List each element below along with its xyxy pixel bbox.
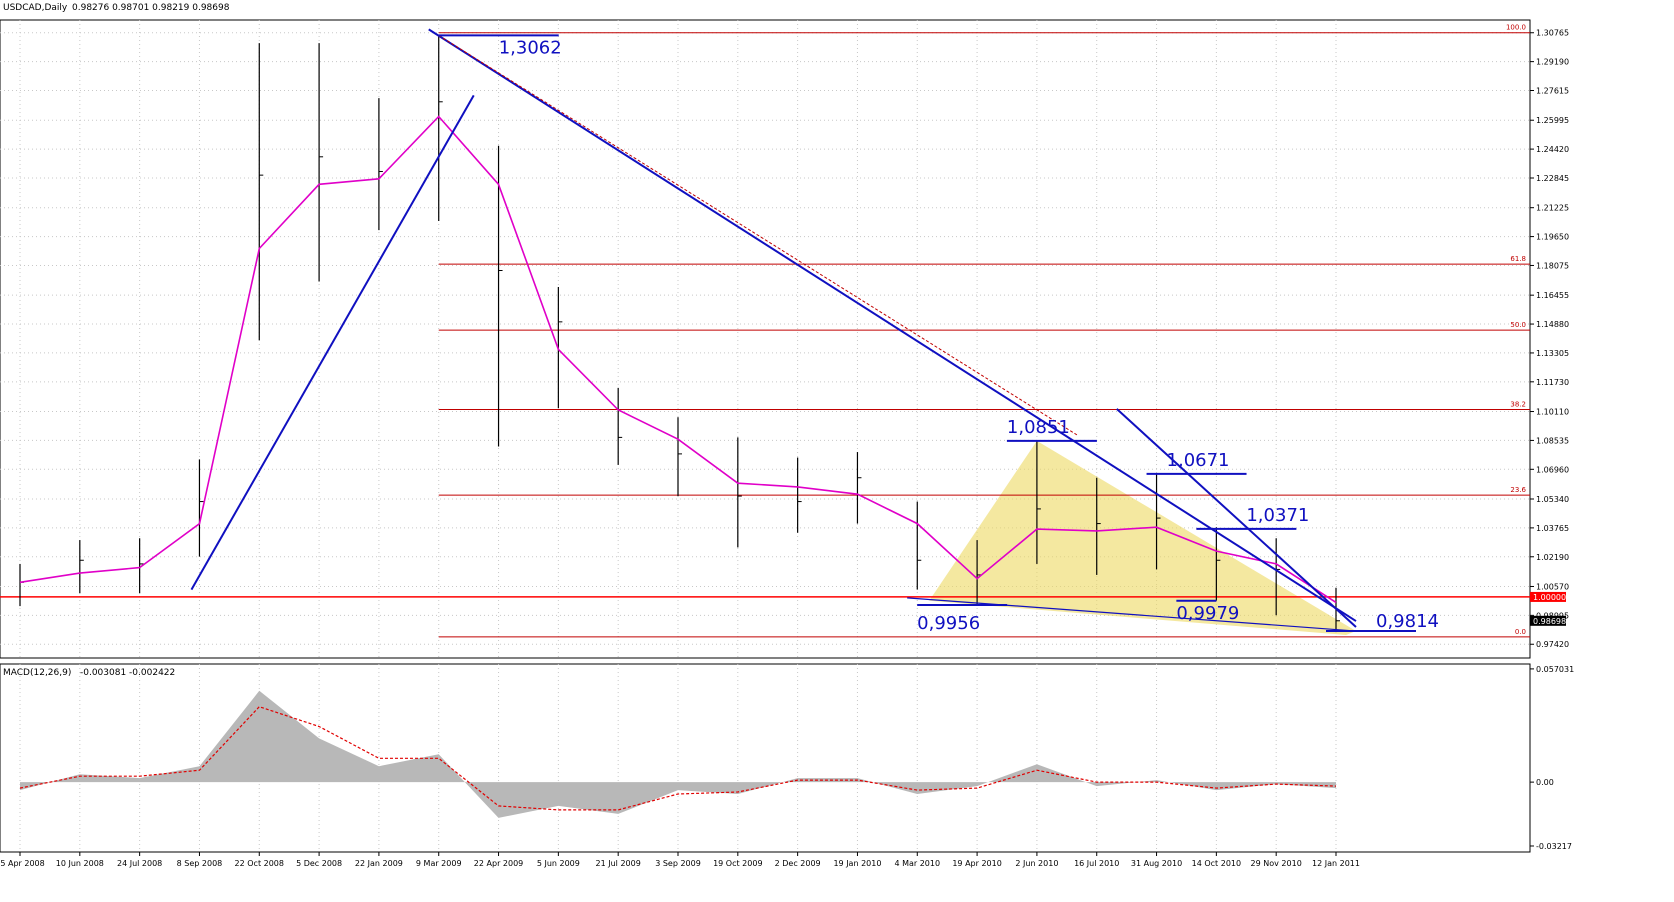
- triangle-pattern: [929, 440, 1356, 636]
- grid: [0, 19, 1531, 853]
- x-tick-label: 14 Oct 2010: [1192, 859, 1241, 868]
- y-tick-label: 1.29190: [1536, 58, 1569, 67]
- y-tick-label: 1.27615: [1536, 87, 1569, 96]
- y-tick-label: 1.18075: [1536, 261, 1569, 270]
- x-tick-label: 2 Dec 2009: [775, 859, 821, 868]
- x-tick-label: 3 Sep 2009: [655, 859, 701, 868]
- annotation-label: 0,9979: [1176, 603, 1239, 624]
- macd-signal-line: [19, 706, 1337, 811]
- y-tick-label: 1.03765: [1536, 524, 1569, 533]
- x-tick-label: 5 Jun 2009: [537, 859, 580, 868]
- macd-values: -0.003081 -0.002422: [80, 668, 175, 678]
- fibo-trend-line: [438, 34, 1078, 436]
- x-tick-label: 10 Jun 2008: [56, 859, 104, 868]
- moving-average-series: [19, 115, 1337, 604]
- macd-panel: [19, 690, 1337, 818]
- y-tick-label: 1.21225: [1536, 204, 1569, 213]
- axes: 1.30765 1.29190 1.27615 1.25995 1.24420 1.228…: [0, 29, 1574, 868]
- x-tick-label: 24 Jul 2008: [117, 859, 162, 868]
- macd-histogram: [20, 690, 1336, 818]
- fibo-label: 38.2: [1510, 401, 1526, 409]
- x-tick-label: 22 Oct 2008: [235, 859, 284, 868]
- symbol-title: USDCAD,Daily: [3, 3, 68, 13]
- price-series: [19, 35, 1340, 632]
- trendlines: [190, 28, 1357, 632]
- y-tick-label: 1.25995: [1536, 116, 1569, 125]
- y-tick-label: 1.00570: [1536, 582, 1569, 591]
- x-tick-label: 9 Mar 2009: [416, 859, 462, 868]
- support-line: [907, 597, 1357, 632]
- triangle-highlight: [929, 440, 1356, 636]
- fibonacci-levels: 100.0 61.8 50.0 38.2 23.6 0.0: [0, 24, 1530, 638]
- uptrend-line: [190, 94, 475, 591]
- y-tick-label: 1.14880: [1536, 320, 1569, 329]
- annotation-label: 0,9814: [1376, 611, 1439, 632]
- x-tick-label: 8 Sep 2008: [177, 859, 223, 868]
- current-price-box: [1530, 615, 1566, 626]
- annotation-label: 1,0371: [1246, 505, 1309, 526]
- fibo-label: 50.0: [1510, 321, 1526, 329]
- main-downtrend-line: [428, 28, 1357, 622]
- x-tick-label: 2 Jun 2010: [1015, 859, 1058, 868]
- current-price-label: 0.98698: [1533, 617, 1566, 626]
- y-tick-label: 1.10110: [1536, 408, 1569, 417]
- annotation-label: 1,3062: [499, 37, 562, 58]
- x-tick-label: 29 Nov 2010: [1251, 859, 1302, 868]
- x-tick-label: 31 Aug 2010: [1131, 859, 1182, 868]
- y-tick-label: 1.08535: [1536, 436, 1569, 445]
- annotation-label: 0,9956: [917, 613, 980, 634]
- triangle-resistance-line: [1116, 408, 1357, 628]
- y-tick-label: 1.30765: [1536, 29, 1569, 38]
- price-annotations: 1,3062 1,0851 1,0671 1,0371 0,9979 0,9956 0,98…: [438, 34, 1439, 634]
- x-tick-label: 4 Mar 2010: [894, 859, 940, 868]
- main-panel-frame: [0, 19, 1531, 659]
- x-tick-label: 19 Apr 2010: [952, 859, 1001, 868]
- y-tick-label: 1.02190: [1536, 553, 1569, 562]
- fibo-label: 61.8: [1510, 255, 1526, 263]
- y-tick-label: 1.24420: [1536, 145, 1569, 154]
- y-tick-label: 1.13305: [1536, 349, 1569, 358]
- macd-y-tick-label: 0.00: [1536, 778, 1554, 787]
- fibo-label: 0.0: [1515, 628, 1526, 636]
- y-tick-label: 1.11730: [1536, 378, 1569, 387]
- ohlc-readout: 0.98276 0.98701 0.98219 0.98698: [72, 3, 230, 13]
- parity-price-box: [1530, 591, 1566, 602]
- y-tick-label: 1.06960: [1536, 465, 1569, 474]
- macd-y-tick-label: -0.03217: [1536, 842, 1572, 851]
- macd-title: MACD(12,26,9): [3, 668, 71, 678]
- x-tick-label: 21 Jul 2009: [596, 859, 641, 868]
- y-tick-label: 1.16455: [1536, 291, 1569, 300]
- y-tick-label: 1.22845: [1536, 174, 1569, 183]
- annotation-label: 1,0851: [1007, 417, 1070, 438]
- y-tick-label: 1.05340: [1536, 495, 1569, 504]
- annotation-label: 1,0671: [1167, 450, 1230, 471]
- fibo-label: 100.0: [1506, 24, 1526, 32]
- moving-average-line: [19, 115, 1337, 604]
- x-tick-label: 22 Apr 2009: [474, 859, 523, 868]
- x-tick-label: 19 Jan 2010: [833, 859, 881, 868]
- macd-y-tick-label: 0.057031: [1536, 665, 1574, 674]
- x-tick-label: 16 Jul 2010: [1074, 859, 1119, 868]
- y-tick-label: 1.19650: [1536, 233, 1569, 242]
- x-tick-label: 19 Oct 2009: [713, 859, 762, 868]
- x-tick-label: 12 Jan 2011: [1312, 859, 1360, 868]
- parity-price-label: 1.00000: [1533, 593, 1566, 602]
- y-tick-label: 0.97420: [1536, 640, 1569, 649]
- x-tick-label: 22 Jan 2009: [355, 859, 403, 868]
- x-tick-label: 25 Apr 2008: [0, 859, 45, 868]
- fibo-label: 23.6: [1510, 486, 1526, 494]
- x-tick-label: 5 Dec 2008: [296, 859, 342, 868]
